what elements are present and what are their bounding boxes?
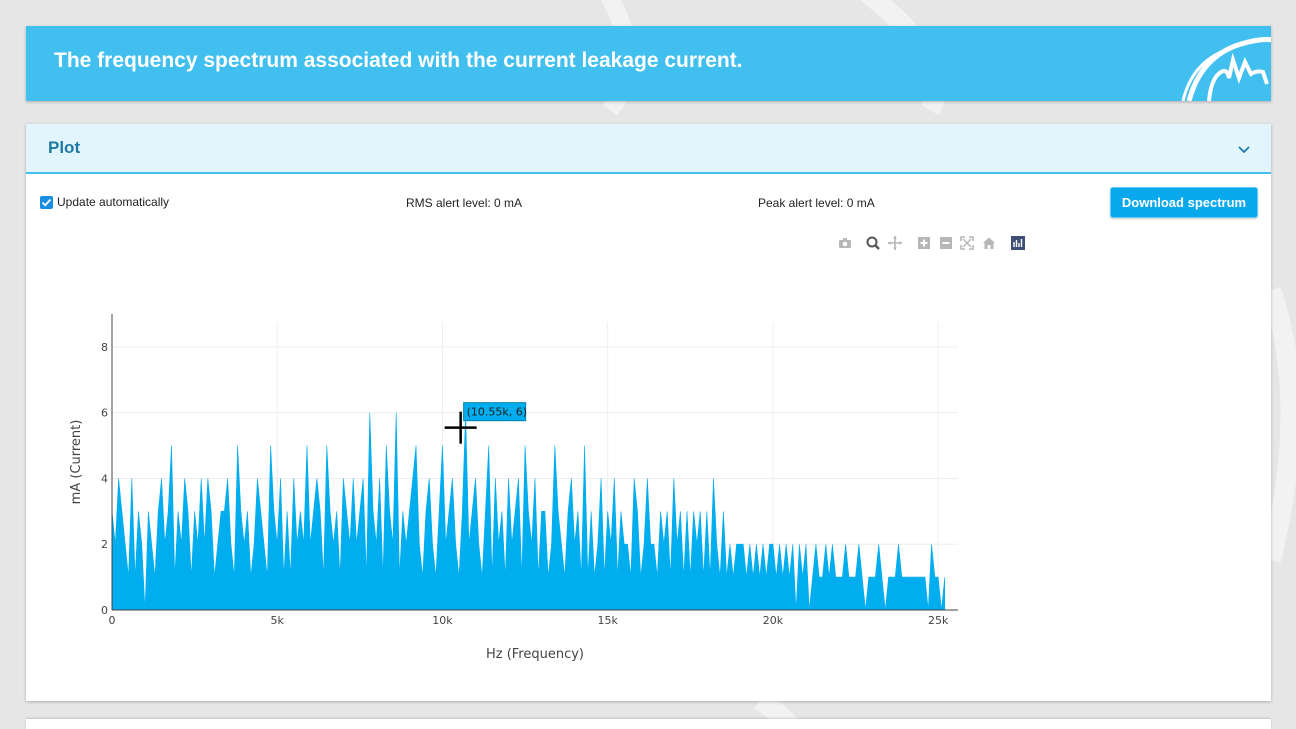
page-title: The frequency spectrum associated with t… <box>54 49 743 72</box>
y-tick-label: 6 <box>101 407 108 420</box>
panel-title: Plot <box>48 138 81 157</box>
zoom-in-icon[interactable] <box>916 235 932 251</box>
hover-tooltip <box>463 402 527 422</box>
x-tick-label: 10k <box>432 614 453 627</box>
chevron-down-icon[interactable] <box>1237 142 1251 156</box>
auto-update-label: Update automatically <box>57 195 170 209</box>
y-tick-label: 4 <box>101 472 108 485</box>
x-tick-label: 25k <box>928 614 949 627</box>
camera-icon[interactable] <box>837 235 853 251</box>
header-banner: The frequency spectrum associated with t… <box>26 26 1271 101</box>
x-tick-label: 5k <box>271 614 285 627</box>
home-icon[interactable] <box>981 235 997 251</box>
x-axis-title: Hz (Frequency) <box>486 647 584 662</box>
spectrum-chart[interactable]: 0 2 4 6 8 0 5k 10k 15k 20k 25k Hz (Frequency) mA (Cu… <box>26 314 1026 674</box>
peak-alert-level: Peak alert level: 0 mA <box>758 196 875 210</box>
x-tick-label: 0 <box>109 614 116 627</box>
panel-header[interactable]: Plot <box>26 124 1271 174</box>
auto-update-checkbox[interactable] <box>40 195 53 209</box>
y-tick-label: 0 <box>101 604 108 617</box>
zoom-icon[interactable] <box>865 235 881 251</box>
y-tick-label: 2 <box>101 538 108 551</box>
spectrum-area <box>111 412 946 611</box>
hover-tooltip-label: (10.55k, 6) <box>467 406 527 419</box>
x-tick-label: 15k <box>598 614 619 627</box>
autoscale-icon[interactable] <box>959 235 975 251</box>
y-axis-title: mA (Current) <box>69 420 84 505</box>
plot-panel: Plot Update automatically RMS alert leve… <box>26 124 1271 701</box>
plotly-logo-icon[interactable] <box>1010 235 1026 251</box>
download-spectrum-button[interactable]: Download spectrum <box>1110 187 1258 218</box>
brand-logo-icon <box>1181 37 1271 101</box>
x-tick-label: 20k <box>763 614 784 627</box>
next-panel <box>26 719 1271 729</box>
zoom-out-icon[interactable] <box>938 235 954 251</box>
y-tick-label: 8 <box>101 341 108 354</box>
auto-update-toggle[interactable]: Update automatically <box>40 195 169 209</box>
rms-alert-level: RMS alert level: 0 mA <box>406 196 523 210</box>
pan-icon[interactable] <box>887 235 903 251</box>
checkmark-icon <box>41 198 52 206</box>
